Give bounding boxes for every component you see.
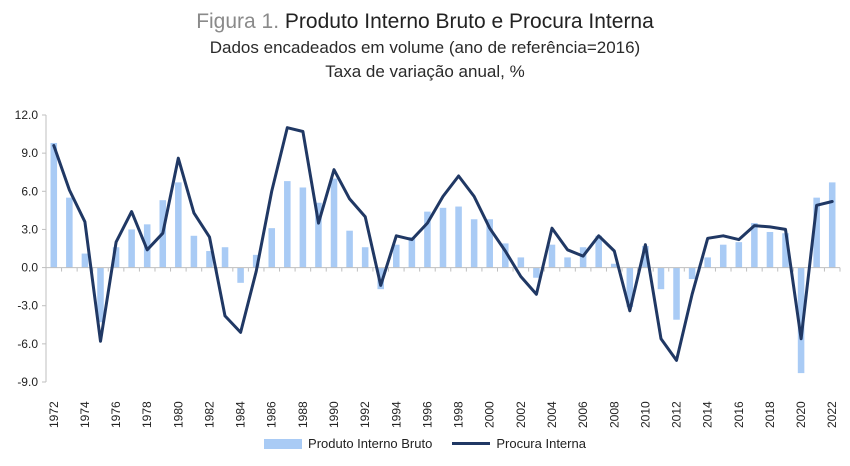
x-tick-label: 1980 [171, 401, 185, 428]
legend-swatch-procura [452, 442, 491, 445]
bar-pib-2015 [719, 244, 727, 268]
y-tick-label: -6.0 [17, 337, 38, 351]
legend-swatch-pib [264, 438, 303, 449]
x-tick-label: 1992 [358, 401, 372, 428]
bar-pib-1991 [346, 230, 353, 268]
x-tick-label: 2018 [763, 401, 777, 428]
y-tick-label: 12.0 [15, 108, 39, 122]
legend-label-pib: Produto Interno Bruto [308, 436, 433, 451]
x-tick-label: 1994 [389, 401, 403, 428]
bar-pib-1975 [97, 267, 104, 323]
bar-pib-2019 [782, 233, 789, 268]
bar-pib-1987 [284, 181, 291, 268]
bar-pib-1989 [315, 202, 322, 268]
chart-subtitle-1: Dados encadeados em volume (ano de refer… [209, 38, 641, 57]
bar-pib-2004 [548, 244, 556, 268]
bar-pib-2003 [533, 267, 540, 278]
x-tick-label: 2006 [576, 401, 590, 428]
bar-pib-1982 [206, 251, 213, 268]
chart-title-prefix: Figura 1. [196, 10, 280, 33]
bar-pib-1988 [299, 187, 307, 268]
bar-pib-2007 [595, 235, 602, 268]
y-tick-label: 9.0 [21, 146, 38, 160]
x-tick-label: 2014 [701, 401, 715, 428]
bar-pib-1994 [393, 244, 400, 268]
bar-pib-1998 [455, 206, 462, 268]
x-tick-label: 1982 [202, 401, 216, 428]
bar-pib-1992 [361, 247, 369, 268]
chart-legend: Produto Interno Bruto Procura Interna [0, 436, 850, 451]
bar-pib-2002 [517, 257, 525, 268]
bar-pib-1986 [268, 228, 276, 268]
bar-pib-2011 [657, 267, 665, 290]
bar-pib-2021 [813, 197, 820, 268]
x-tick-label: 1986 [265, 401, 279, 428]
x-tick-label: 2022 [825, 401, 839, 428]
bar-pib-1980 [175, 182, 182, 268]
x-tick-label: 2010 [638, 401, 652, 428]
bar-pib-1999 [470, 219, 478, 268]
x-tick-label: 1990 [327, 401, 341, 428]
bar-pib-2020 [797, 267, 805, 374]
bar-pib-1993 [377, 267, 384, 290]
bar-pib-1974 [81, 253, 89, 268]
y-tick-label: -3.0 [17, 299, 38, 313]
bar-pib-1983 [221, 247, 229, 268]
chart-title: Figura 1. Produto Interno Bruto e Procur… [0, 8, 850, 36]
x-tick-label: 1988 [296, 401, 310, 428]
legend-label-procura: Procura Interna [496, 436, 586, 451]
x-tick-label: 2012 [670, 401, 684, 428]
bar-pib-1984 [237, 267, 244, 283]
x-tick-label: 1978 [140, 401, 154, 428]
bar-pib-1977 [128, 229, 135, 268]
bar-pib-2005 [564, 257, 571, 268]
x-tick-label: 1974 [78, 401, 92, 428]
bar-pib-1996 [424, 211, 431, 268]
x-tick-label: 2008 [607, 401, 621, 428]
chart-title-main: Produto Interno Bruto e Procura Interna [284, 10, 654, 33]
bar-pib-2012 [673, 267, 680, 320]
y-tick-label: 3.0 [21, 222, 38, 236]
bar-pib-2000 [486, 219, 493, 268]
bar-pib-2016 [735, 242, 743, 268]
bar-pib-1985 [252, 254, 260, 268]
chart-titles: Figura 1. Produto Interno Bruto e Procur… [0, 0, 850, 84]
y-tick-label: -9.0 [17, 375, 38, 389]
bar-pib-1990 [330, 178, 338, 268]
x-tick-label: 2002 [514, 401, 528, 428]
legend-item-pib: Produto Interno Bruto [264, 436, 432, 451]
bar-pib-1981 [190, 235, 198, 268]
bar-pib-1976 [112, 247, 120, 268]
bar-pib-1972 [50, 142, 58, 268]
chart-plot: 12.0 9.0 6.0 3.0 0.0 -3.0 -6.0 -9.0 1972 1974 1976… [15, 108, 841, 428]
x-tick-label: 1972 [47, 401, 61, 428]
bar-pib-2010 [642, 245, 649, 268]
line-procura-interna [52, 126, 834, 362]
bar-pib-2014 [704, 257, 711, 268]
bar-pib-1973 [66, 197, 73, 268]
bar-pib-2017 [751, 223, 758, 268]
y-tick-label: 0.0 [21, 261, 38, 275]
legend-item-procura: Procura Interna [452, 436, 586, 451]
chart-subtitle-2: Taxa de variação anual, % [325, 62, 525, 81]
y-tick-label: 6.0 [21, 184, 38, 198]
bar-pib-2018 [766, 231, 774, 268]
x-tick-label: 2004 [545, 401, 559, 428]
x-tick-label: 1998 [452, 401, 466, 428]
bar-pib-2009 [626, 267, 634, 307]
x-tick-label: 2016 [732, 401, 746, 428]
bar-pib-2013 [688, 267, 696, 280]
bar-pib-1997 [439, 207, 447, 268]
bar-pib-2001 [502, 243, 509, 268]
bar-pib-2022 [828, 182, 836, 268]
bar-pib-2008 [610, 263, 618, 268]
x-tick-label: 2000 [483, 401, 497, 428]
x-tick-label: 2020 [794, 401, 808, 428]
bar-pib-1995 [408, 237, 416, 268]
x-tick-label: 1984 [234, 401, 248, 428]
x-tick-label: 1976 [109, 401, 123, 428]
x-tick-label: 1996 [420, 401, 434, 428]
